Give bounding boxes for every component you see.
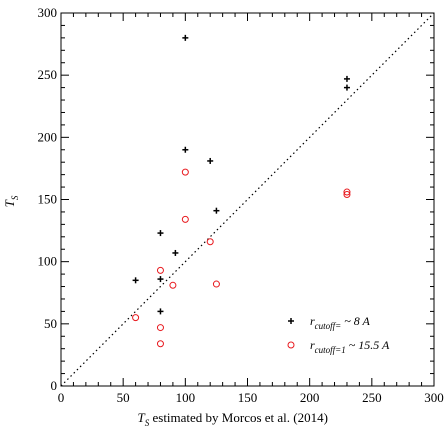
y-axis-label: TS [2, 195, 20, 207]
y-tick-label: 50 [44, 316, 57, 331]
data-point-series-2 [212, 280, 220, 288]
data-point-series-2 [181, 168, 189, 176]
x-tick-label: 250 [362, 390, 382, 405]
data-point-series-2 [169, 281, 177, 289]
x-tick-label: 100 [176, 390, 196, 405]
data-point-series-2 [181, 215, 189, 223]
legend-label-series-1: rcutoff= ~ 8 A [310, 314, 371, 331]
legend-marker-series-2 [287, 341, 295, 349]
data-point-series-2 [156, 266, 164, 274]
y-tick-label: 0 [51, 378, 58, 393]
y-tick-label: 200 [38, 129, 58, 144]
legend-label-series-2: rcutoff=1 ~ 15.5 A [310, 338, 390, 355]
data-point-series-2 [206, 238, 214, 246]
y-tick-label: 250 [38, 67, 58, 82]
x-tick-label: 150 [238, 390, 258, 405]
x-tick-label: 300 [424, 390, 444, 405]
reference-line-y-equals-x [60, 12, 435, 387]
x-axis-label: TS estimated by Morcos et al. (2014) [138, 410, 328, 428]
data-point-series-2 [156, 324, 164, 332]
x-tick-label: 50 [117, 390, 130, 405]
y-tick-label: 100 [38, 254, 58, 269]
y-tick-label: 150 [38, 192, 58, 207]
data-point-series-2 [343, 191, 351, 199]
plot-area: 0 50 100 150 200 250 300 0 50 100 150 200 250 300 TS e… [2, 5, 444, 428]
x-tick-label: 0 [58, 390, 65, 405]
data-point-series-2 [343, 188, 351, 196]
data-point-series-2 [132, 314, 140, 322]
x-tick-label: 200 [300, 390, 320, 405]
data-point-series-2 [156, 340, 164, 348]
y-tick-label: 300 [38, 5, 58, 20]
